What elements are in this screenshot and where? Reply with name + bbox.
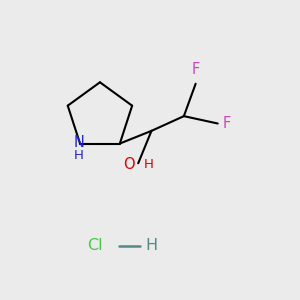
Text: O: O [123,157,135,172]
Text: H: H [143,158,153,171]
Text: H: H [74,149,83,162]
Text: N: N [73,135,84,150]
Text: H: H [146,238,158,253]
Text: F: F [223,116,231,131]
Text: F: F [191,62,200,77]
Text: Cl: Cl [87,238,103,253]
